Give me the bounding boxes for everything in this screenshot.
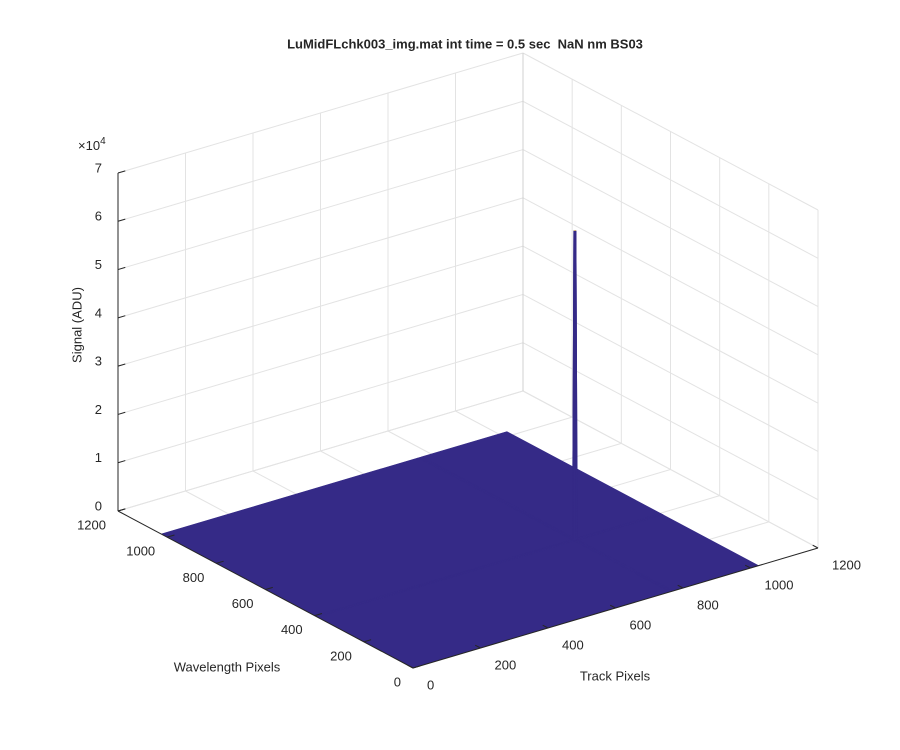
grid-line [117,293,524,415]
y-tick-label: 200 [330,648,352,663]
z-tick [117,411,126,415]
z-scale-base: ×10 [78,138,100,153]
z-tick [117,170,126,174]
grid-line [117,245,524,367]
z-tick [117,363,126,367]
grid-line [522,52,819,211]
grid-line [522,197,819,356]
z-tick-label: 2 [95,402,102,417]
x-tick-label: 400 [562,637,584,652]
x-tick-label: 1000 [765,577,794,592]
y-tick-label: 1200 [77,517,106,532]
z-tick-label: 4 [95,305,102,320]
grid-line [522,149,819,308]
z-tick-label: 1 [95,450,102,465]
chart-title: LuMidFLchk003_img.mat int time = 0.5 sec… [287,36,643,51]
y-tick [412,665,421,669]
z-tick [117,315,126,319]
x-tick [407,664,414,669]
grid-line [522,390,819,549]
z-tick [117,508,126,512]
x-tick-label: 1200 [832,557,861,572]
grid-line [522,293,819,452]
x-tick [677,584,684,589]
y-tick-label: 0 [394,674,401,689]
grid-line [117,390,524,512]
z-tick [117,218,126,222]
y-tick [265,586,273,590]
x-tick [744,564,751,569]
z-scale: ×104 [78,136,106,154]
y-tick-label: 800 [183,570,205,585]
z-axis-label: Signal (ADU) [69,287,84,363]
z-tick [117,266,126,271]
grid-line [522,100,819,259]
z-tick-label: 7 [95,160,102,175]
y-tick [314,613,323,617]
x-tick [609,604,616,609]
y-tick [216,560,224,564]
y-tick-label: 1000 [126,544,155,559]
x-tick-label: 200 [495,657,517,672]
grid-line [522,342,819,501]
grid-line [117,52,524,174]
z-tick-label: 5 [95,257,102,272]
x-tick [542,624,549,629]
x-tick-label: 0 [427,677,434,692]
x-axis-label: Track Pixels [580,668,651,683]
y-axis-label: Wavelength Pixels [174,659,281,674]
x-tick-label: 600 [630,617,652,632]
x-tick [812,544,819,549]
grid-line [117,100,524,222]
y-tick [167,534,175,538]
grid-line [522,245,819,404]
z-tick-label: 6 [95,209,102,224]
z-scale-power: 4 [100,136,106,147]
z-tick-label: 3 [95,354,102,369]
grid-line [117,342,524,464]
x-tick-label: 800 [697,597,719,612]
z-tick [117,460,126,464]
grid-line [117,149,524,271]
x-tick [474,644,481,649]
z-tick-label: 0 [95,498,102,513]
y-tick-label: 400 [281,622,303,637]
y-tick [363,639,372,643]
y-tick-label: 600 [232,596,254,611]
grid-line [117,197,524,319]
